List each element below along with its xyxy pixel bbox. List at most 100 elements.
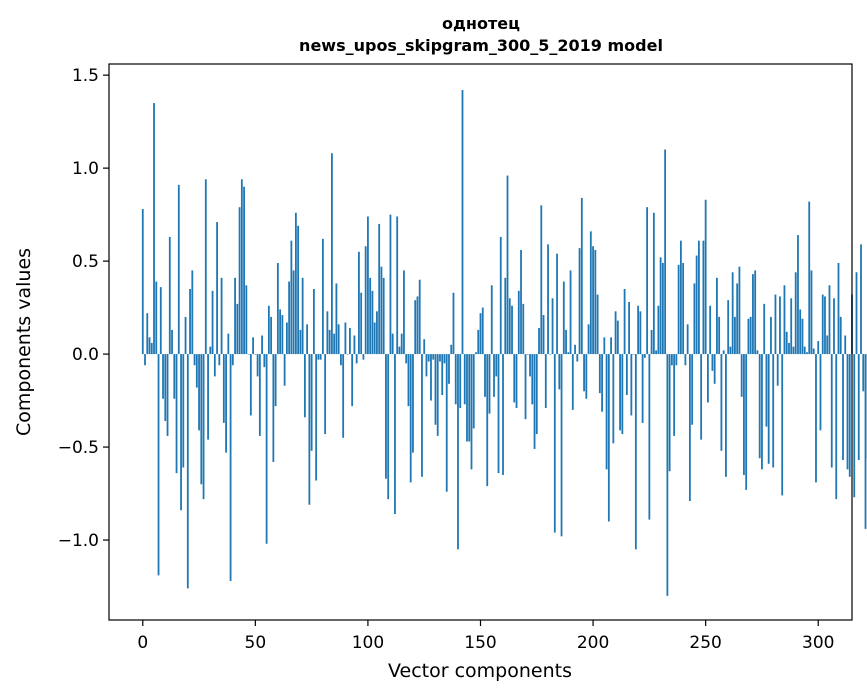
bar [574,344,576,355]
bar [668,354,671,472]
bar [256,354,259,377]
bar [231,354,234,366]
bar [159,287,162,355]
bar [824,296,826,355]
bar [261,335,263,355]
bar [452,292,455,355]
bar [758,354,761,459]
bar [171,329,173,355]
bar [794,272,797,355]
bar [846,354,849,470]
bar [195,354,198,388]
ticks-group: 0 50 100 150 200 250 300 −1.0 −0.5 0.0 0.5 1.0 1.5 [58,66,835,653]
x-tick-label: 300 [802,633,834,653]
bar [454,354,457,405]
bar [290,240,293,355]
bar [526,354,529,355]
bar [484,354,486,397]
bar [860,244,862,355]
bar [398,346,401,355]
bar [752,274,754,355]
bar [216,222,218,355]
bar [520,249,522,355]
bar [252,337,254,355]
bar [319,354,322,360]
bar [855,272,858,355]
bar [722,350,725,355]
bar [513,354,516,403]
bar [349,328,351,355]
bar [657,305,660,355]
bar [679,240,682,355]
bar [281,315,284,355]
y-tick-label: −0.5 [58,438,99,458]
bar [279,309,282,355]
bar [155,281,158,355]
bar [448,354,450,384]
bar [207,354,209,440]
bar [547,244,549,355]
bar [209,346,212,355]
bar [515,354,518,409]
bar [704,199,707,355]
bar [619,354,621,431]
bar [734,316,736,355]
bar [529,354,531,377]
bar [639,311,642,355]
bar [285,322,288,355]
bar [477,329,480,355]
bar [767,354,770,464]
bar [551,298,554,355]
bar [506,175,509,355]
bar [713,354,716,384]
bar [434,354,437,425]
bar [614,311,617,355]
bar [628,302,630,355]
bar [756,350,759,355]
bar [186,354,189,589]
bar [421,354,423,477]
bar [362,354,365,360]
bar [306,324,309,355]
bar [817,341,820,355]
bar [637,305,640,355]
bar [833,298,835,355]
bar [423,339,426,355]
bar [236,303,239,355]
plot-frame [108,63,853,621]
bar [445,354,448,492]
bar [815,354,817,483]
bar [173,354,176,399]
bar [571,354,574,410]
bar [344,322,347,355]
bar [308,354,311,505]
y-axis-label: Components values [13,248,35,436]
bar [146,313,149,355]
bar [634,354,637,550]
bar [601,354,603,412]
bar [718,316,721,355]
bar [153,103,155,355]
bar [490,285,493,355]
bar [193,354,196,366]
bar [213,354,216,377]
bar [864,354,867,529]
bar [141,209,144,355]
bar [610,337,612,355]
bar [466,354,468,442]
bar [369,277,372,355]
bar [837,262,840,355]
bar [249,354,252,416]
bar [727,300,730,355]
bar [716,277,718,355]
bar [407,354,410,407]
bar [783,285,786,355]
bar [659,257,662,355]
bar [387,354,390,500]
bar [862,354,865,392]
bar [166,354,169,436]
bar [567,352,570,355]
bar [400,333,403,355]
bar [168,236,171,355]
bar [436,354,439,436]
